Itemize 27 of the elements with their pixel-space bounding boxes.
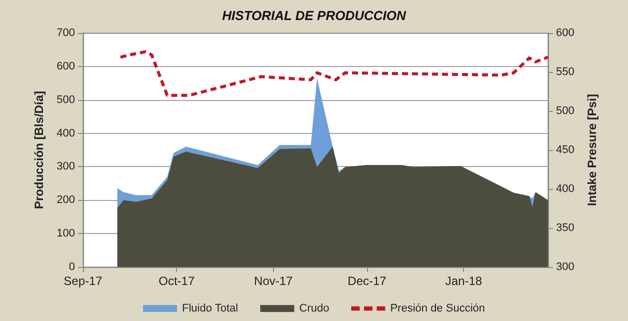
y2-tick-label: 300: [556, 261, 574, 273]
y2-tick-label: 350: [556, 222, 574, 234]
legend-label: Fluido Total: [182, 302, 238, 314]
y-tick-label: 400: [56, 127, 75, 140]
y-tick-label: 100: [56, 228, 75, 240]
y-tick-label: 600: [56, 60, 75, 72]
y-tick-label: 700: [56, 27, 75, 39]
y2-tick-label: 400: [556, 183, 574, 195]
y-tick-label: 0: [68, 261, 75, 273]
y2-axis-title: Intake Presure [Psi]: [585, 94, 599, 206]
x-tick-label: Jan-18: [445, 274, 482, 288]
x-tick-label: Nov-17: [254, 274, 294, 288]
y-axis-title: Producción [Bls/Día]: [32, 90, 46, 210]
y-tick-label: 500: [56, 94, 75, 106]
legend-label: Presión de Succión: [390, 302, 485, 314]
y2-tick-label: 500: [556, 105, 574, 117]
x-tick-label: Dec-17: [348, 274, 387, 288]
x-tick-label: Oct-17: [158, 274, 195, 288]
y2-tick-label: 550: [556, 66, 574, 78]
y-tick-label: 300: [56, 160, 75, 173]
y2-tick-label: 450: [556, 144, 574, 156]
legend-label: Crudo: [299, 302, 330, 314]
chart-title: HISTORIAL DE PRODUCCION: [222, 8, 406, 23]
line-series: [118, 50, 550, 97]
x-tick-label: Sep-17: [64, 274, 103, 288]
y2-tick-label: 600: [556, 27, 574, 39]
y-tick-label: 200: [56, 194, 75, 206]
